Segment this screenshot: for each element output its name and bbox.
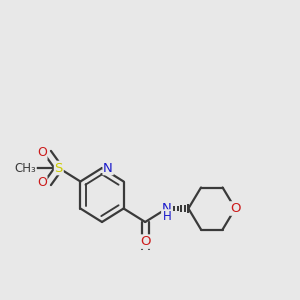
Text: S: S bbox=[55, 161, 63, 175]
Text: O: O bbox=[140, 235, 150, 248]
Text: O: O bbox=[230, 202, 241, 215]
Text: N: N bbox=[162, 202, 172, 215]
Text: N: N bbox=[103, 161, 113, 175]
Text: O: O bbox=[37, 146, 47, 160]
Text: H: H bbox=[162, 210, 171, 223]
Text: CH₃: CH₃ bbox=[14, 161, 36, 175]
Text: O: O bbox=[37, 176, 47, 190]
